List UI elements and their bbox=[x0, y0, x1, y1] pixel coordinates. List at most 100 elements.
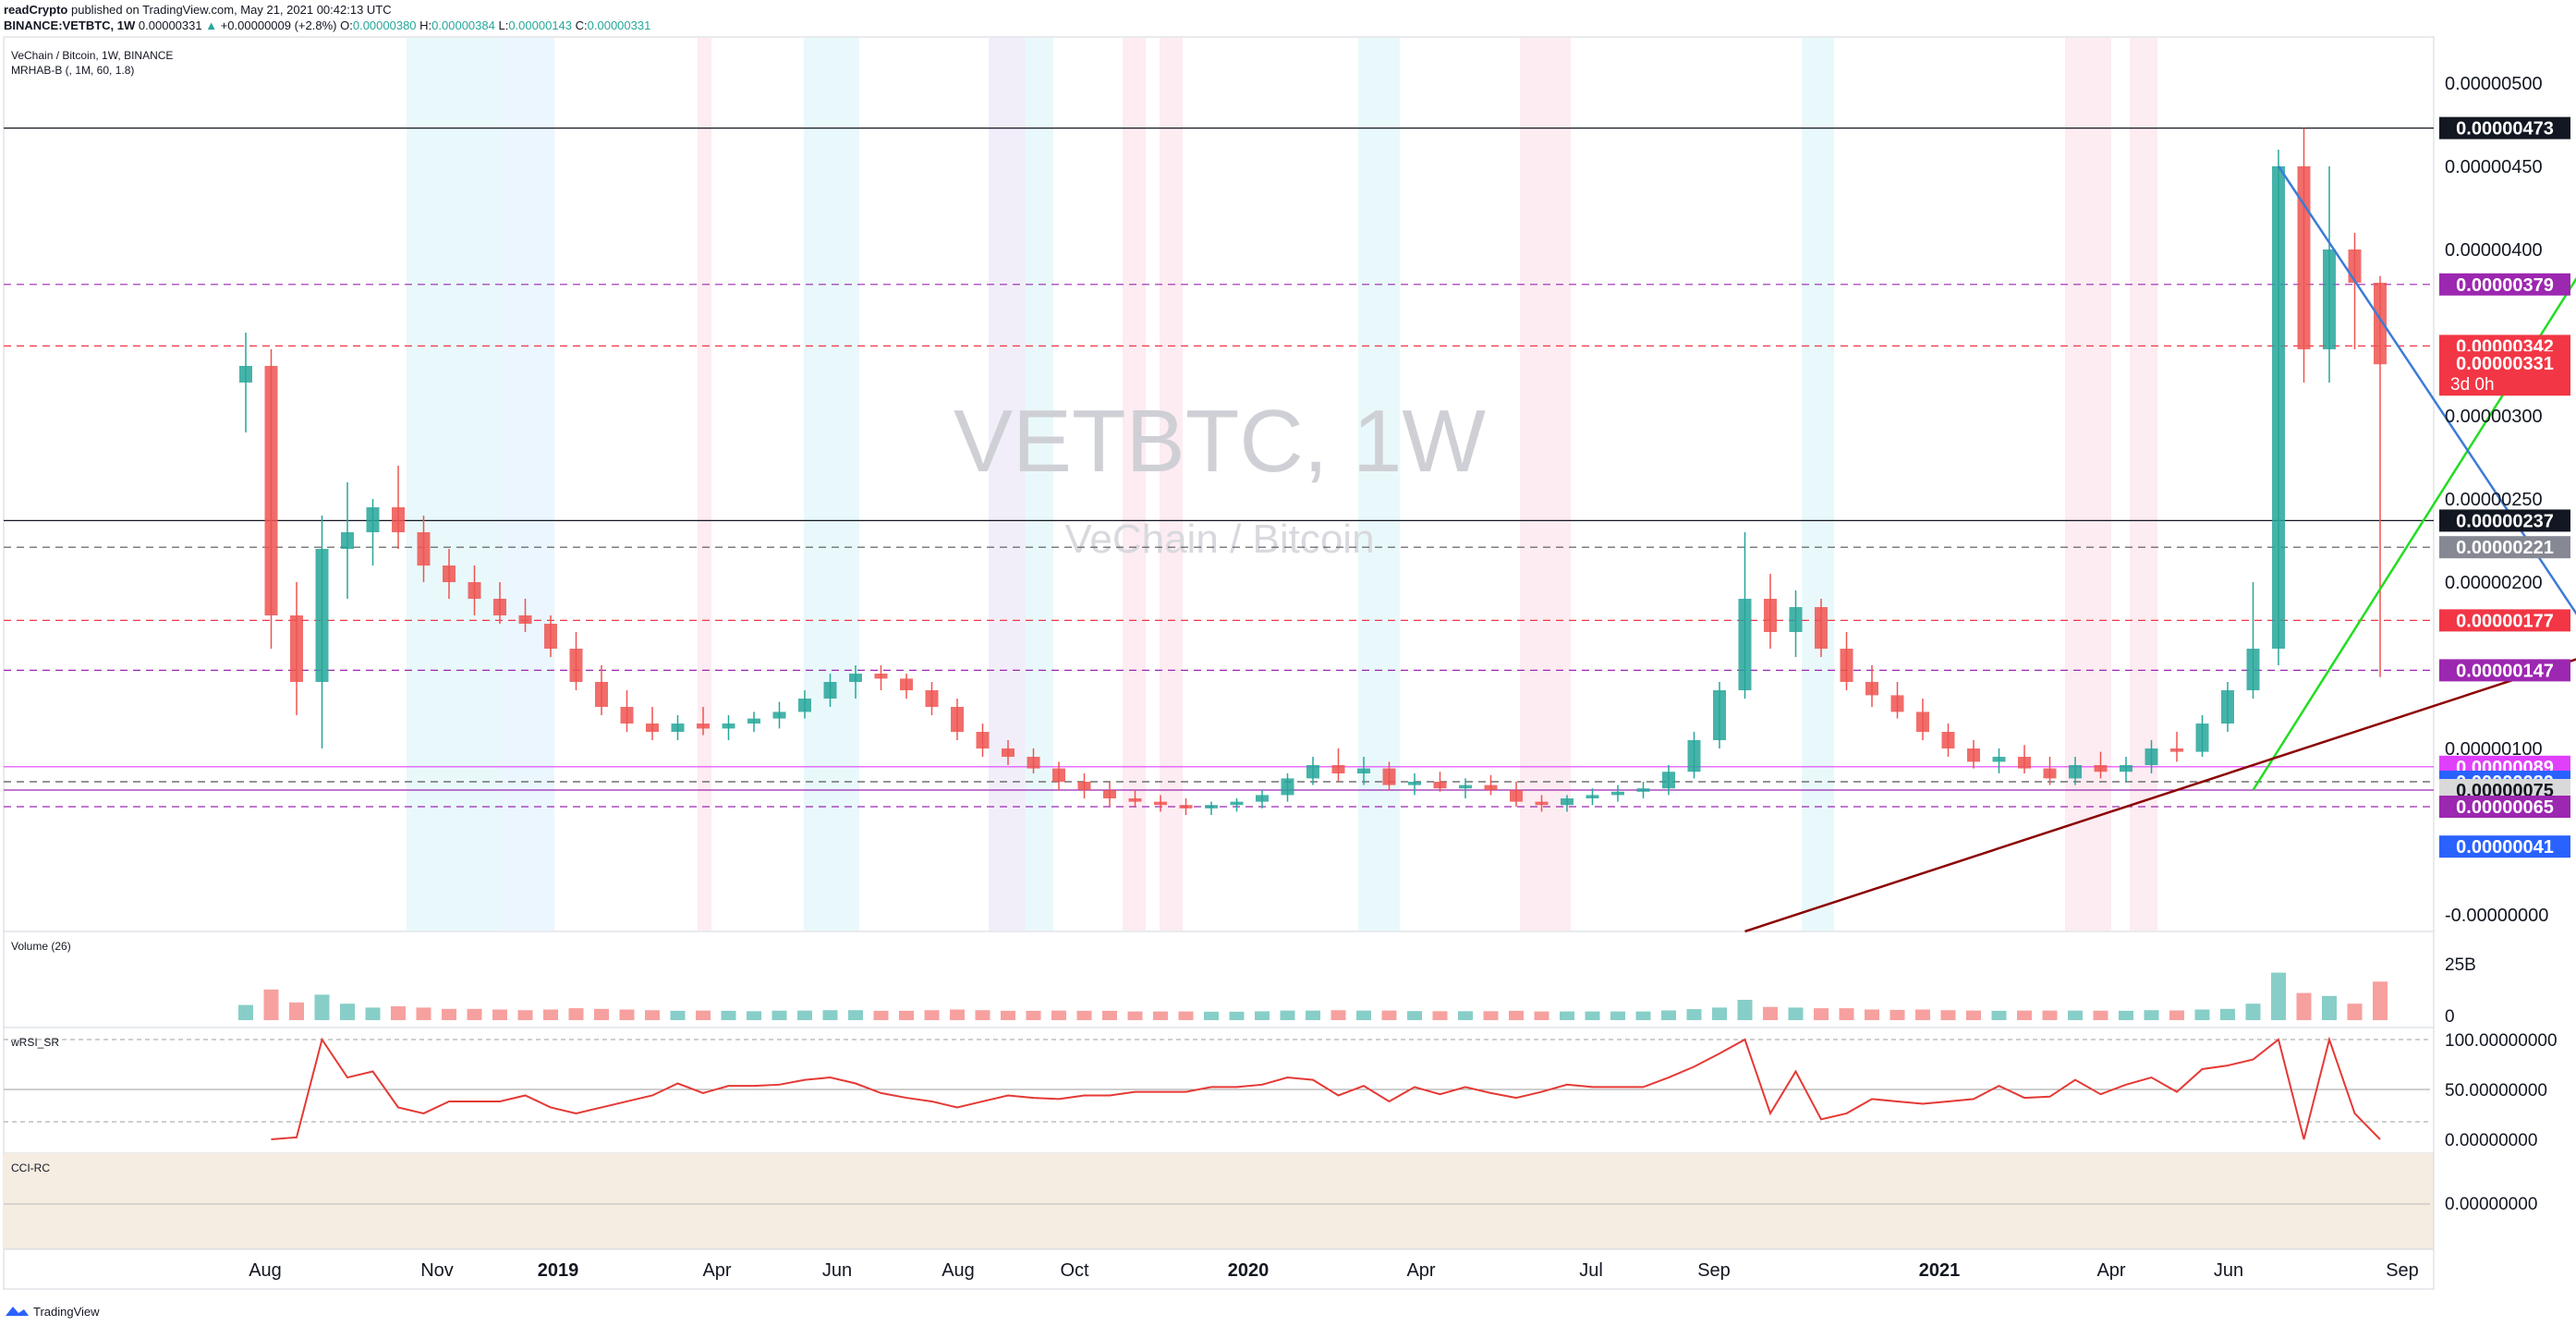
volume-bar bbox=[1585, 1011, 1600, 1020]
candle-body bbox=[595, 682, 608, 707]
candle-body bbox=[1103, 790, 1116, 798]
rsi-pane-title: wRSI_SR bbox=[10, 1036, 59, 1049]
candle-body bbox=[1357, 768, 1370, 773]
candle-body bbox=[1764, 599, 1777, 632]
time-axis[interactable]: Aug Nov 2019 Apr Jun Aug Oct 2020 Apr Jul Sep 2021 A… bbox=[249, 1260, 2419, 1281]
candle-body bbox=[722, 724, 735, 729]
volume-bar bbox=[721, 1010, 736, 1020]
price-label-box bbox=[2439, 659, 2570, 682]
volume-bars bbox=[238, 972, 2388, 1020]
candle-body bbox=[1382, 768, 1396, 785]
candle-body bbox=[1941, 732, 1955, 748]
price-label-text: 0.00000379 bbox=[2456, 275, 2554, 296]
candle-body bbox=[1636, 788, 1650, 792]
volume-bar bbox=[1839, 1008, 1854, 1020]
volume-bar bbox=[1940, 1010, 1956, 1020]
candle-body bbox=[697, 724, 710, 729]
candle-body bbox=[2221, 690, 2234, 724]
candle-body bbox=[1535, 801, 1549, 806]
cci-tick-0: 0.00000000 bbox=[2445, 1195, 2537, 1214]
price-tick-label: 0.00000400 bbox=[2445, 240, 2543, 261]
tradingview-logo-icon bbox=[6, 1307, 29, 1316]
volume-bar bbox=[1712, 1007, 1727, 1020]
volume-bar bbox=[416, 1007, 431, 1020]
volume-bar bbox=[1560, 1011, 1574, 1020]
background-band bbox=[1802, 38, 1834, 931]
watermark: VETBTC, 1W bbox=[954, 392, 1486, 491]
author[interactable]: readCrypto bbox=[4, 3, 68, 17]
volume-bar bbox=[772, 1010, 787, 1020]
time-tick-label: Jul bbox=[1579, 1260, 1603, 1281]
time-tick-label: Aug bbox=[249, 1260, 282, 1281]
volume-bar bbox=[2271, 972, 2286, 1020]
candle-series bbox=[239, 128, 2387, 815]
tradingview-logo[interactable]: TradingView bbox=[6, 1305, 100, 1319]
candle-body bbox=[1611, 791, 1624, 796]
candle-body bbox=[951, 707, 964, 732]
candle-body bbox=[2094, 765, 2108, 772]
rsi-tick-100: 100.00000000 bbox=[2445, 1031, 2558, 1051]
price-axis[interactable]: 0.00000500 0.00000450 0.00000400 0.00000300… bbox=[2445, 74, 2548, 926]
volume-bar bbox=[1331, 1010, 1346, 1020]
ohlc-c-label: C: bbox=[575, 18, 588, 32]
volume-bar bbox=[1127, 1011, 1143, 1020]
candle-body bbox=[392, 507, 405, 532]
background-band bbox=[407, 38, 499, 931]
price-label-box bbox=[2439, 609, 2570, 632]
volume-bar bbox=[1255, 1011, 1270, 1020]
time-tick-label: Sep bbox=[2386, 1260, 2419, 1281]
volume-bar bbox=[365, 1007, 381, 1020]
candle-body bbox=[1128, 798, 1142, 802]
candle-body bbox=[620, 707, 634, 724]
volume-bar bbox=[442, 1008, 456, 1020]
candle-body bbox=[1662, 772, 1675, 789]
candle-body bbox=[1002, 748, 1015, 757]
candle-body bbox=[2170, 748, 2183, 752]
candle-body bbox=[443, 566, 456, 582]
volume-bar bbox=[340, 1004, 355, 1020]
time-tick-label: 2019 bbox=[538, 1260, 579, 1281]
candle-body bbox=[315, 549, 329, 682]
volume-bar bbox=[1026, 1010, 1041, 1020]
volume-bar bbox=[2093, 1010, 2108, 1020]
volume-bar bbox=[2245, 1004, 2261, 1020]
volume-bar bbox=[1407, 1011, 1422, 1020]
current-price-text: 0.00000331 bbox=[2456, 354, 2554, 374]
volume-bar bbox=[1788, 1007, 1804, 1020]
candle-body bbox=[366, 507, 380, 532]
volume-bar bbox=[950, 1009, 965, 1020]
publish-header: readCrypto published on TradingView.com,… bbox=[4, 2, 650, 33]
candle-body bbox=[1306, 765, 1319, 779]
candle-body bbox=[493, 599, 506, 615]
candle-body bbox=[341, 532, 354, 549]
time-tick-label: Apr bbox=[702, 1260, 731, 1281]
publish-line: readCrypto published on TradingView.com,… bbox=[4, 2, 650, 18]
ohlc-c: 0.00000331 bbox=[587, 18, 651, 32]
change-text: +0.00000009 (+2.8%) bbox=[220, 18, 337, 32]
price-label-box bbox=[2439, 796, 2570, 818]
volume-bar bbox=[797, 1010, 812, 1020]
rsi-tick-50: 50.00000000 bbox=[2445, 1081, 2547, 1101]
candle-body bbox=[2195, 724, 2209, 752]
volume-bar bbox=[568, 1008, 584, 1020]
price-label-box bbox=[2439, 835, 2570, 858]
volume-pane-title: Volume (26) bbox=[11, 940, 71, 953]
rsi-tick-0: 0.00000000 bbox=[2445, 1131, 2537, 1150]
price-label-text: 0.00000065 bbox=[2456, 797, 2554, 818]
volume-bar bbox=[1432, 1011, 1448, 1020]
candle-body bbox=[1916, 712, 1929, 732]
candle-body bbox=[1027, 757, 1040, 769]
volume-bar bbox=[1915, 1009, 1930, 1020]
price-tick-label: 0.00000300 bbox=[2445, 407, 2543, 427]
candle-body bbox=[1205, 805, 1218, 809]
candle-body bbox=[1433, 782, 1447, 789]
candle-body bbox=[823, 682, 837, 699]
price-label-text: 0.00000177 bbox=[2456, 611, 2554, 631]
candle-body bbox=[544, 624, 557, 649]
volume-bar bbox=[492, 1009, 507, 1020]
volume-bar bbox=[924, 1010, 940, 1020]
candle-body bbox=[1179, 805, 1193, 809]
candle-body bbox=[1738, 599, 1752, 690]
volume-bar bbox=[1076, 1010, 1092, 1020]
